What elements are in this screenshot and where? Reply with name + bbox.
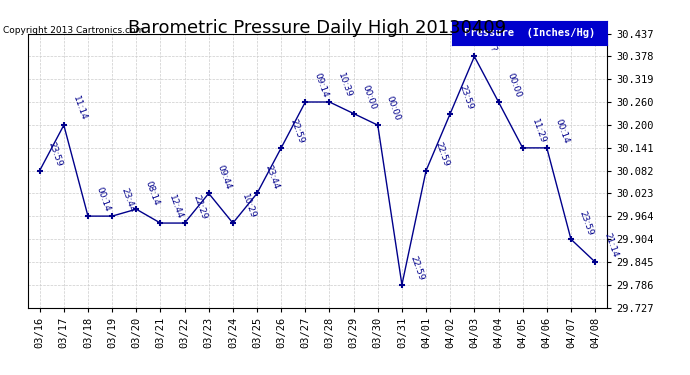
Text: 11:14: 11:14 (71, 95, 88, 122)
Text: 23:44: 23:44 (119, 186, 136, 213)
Text: 22:59: 22:59 (288, 118, 306, 145)
Text: 09:44: 09:44 (216, 164, 233, 190)
Text: 10:??: 10:?? (482, 28, 498, 54)
Text: 23:59: 23:59 (578, 209, 595, 237)
Text: Barometric Pressure Daily High 20130409: Barometric Pressure Daily High 20130409 (128, 19, 506, 37)
Text: 12:44: 12:44 (168, 193, 184, 220)
Text: 22:59: 22:59 (433, 141, 451, 168)
Text: 22:29: 22:29 (192, 193, 208, 220)
Text: 22:59: 22:59 (409, 255, 426, 282)
Text: 10:39: 10:39 (337, 72, 354, 99)
Text: 11:29: 11:29 (530, 118, 547, 145)
Text: 00:14: 00:14 (554, 118, 571, 145)
Text: 10:29: 10:29 (240, 193, 257, 220)
Text: 00:00: 00:00 (506, 72, 523, 99)
Text: 21:14: 21:14 (602, 232, 620, 259)
Text: Copyright 2013 Cartronics.com: Copyright 2013 Cartronics.com (3, 26, 145, 35)
Text: 08:14: 08:14 (144, 179, 161, 206)
Text: 00:14: 00:14 (95, 186, 112, 213)
Text: 09:14: 09:14 (313, 72, 330, 99)
Text: 00:00: 00:00 (385, 95, 402, 122)
Text: 23:44: 23:44 (264, 164, 281, 190)
Text: 23:59: 23:59 (47, 141, 64, 168)
Text: 23:59: 23:59 (457, 84, 475, 111)
Text: Pressure  (Inches/Hg): Pressure (Inches/Hg) (464, 28, 595, 38)
Text: 00:00: 00:00 (361, 83, 378, 111)
